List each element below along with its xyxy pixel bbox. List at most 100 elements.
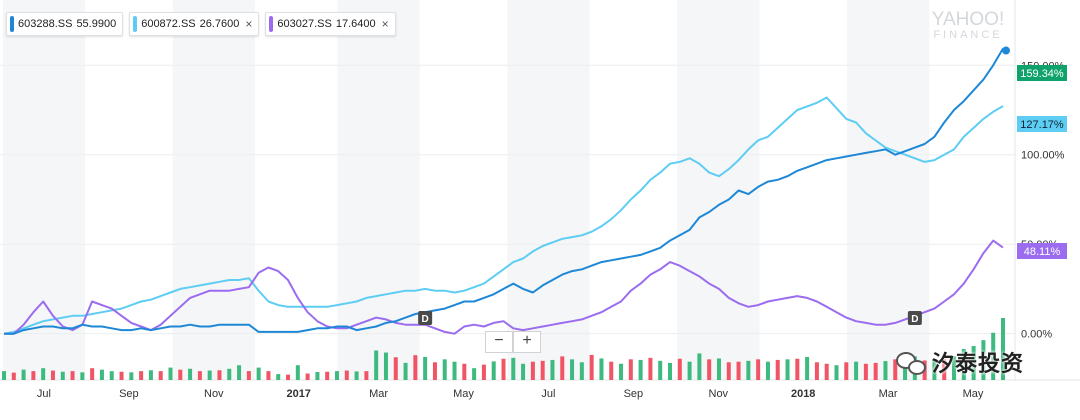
volume-bar [736, 361, 741, 380]
legend-chip-603027[interactable]: 603027.SS 17.6400 × [265, 12, 396, 36]
legend-symbol: 600872.SS [141, 18, 196, 30]
series-end-label: 48.11% [1024, 246, 1061, 258]
series-end-label: 127.17% [1020, 119, 1064, 131]
volume-bar [873, 362, 878, 380]
volume-bar [197, 371, 202, 380]
brand-overlay: 汐泰投资 [896, 346, 1024, 378]
volume-bar [354, 371, 359, 380]
series-line-600872-SS [3, 96, 1004, 335]
volume-bar [795, 358, 800, 380]
volume-bar [746, 360, 751, 380]
volume-bar [481, 364, 486, 380]
volume-bar [158, 371, 163, 380]
volume-bar [1001, 318, 1005, 380]
legend-symbol: 603288.SS [18, 18, 73, 30]
volume-bar [374, 350, 379, 380]
volume-bar [707, 359, 712, 380]
x-tick-label: Nov [204, 388, 224, 400]
volume-bar [501, 358, 506, 380]
dividend-marker [907, 311, 922, 325]
volume-bar [21, 369, 26, 380]
volume-bar [756, 359, 761, 380]
legend-symbol: 603027.SS [277, 18, 332, 30]
volume-bar [432, 362, 437, 380]
x-tick-label: Jul [541, 388, 555, 400]
volume-bar [775, 359, 780, 380]
volume-bar [540, 360, 545, 380]
legend-value: 26.7600 [199, 18, 240, 30]
volume-bar [256, 367, 261, 380]
month-band [2, 0, 86, 380]
volume-bar [325, 371, 330, 380]
legend-value: 17.6400 [335, 18, 376, 30]
volume-bar [971, 346, 976, 380]
x-tick-label: May [963, 388, 984, 400]
legend-chip-600872[interactable]: 600872.SS 26.7600 × [129, 12, 260, 36]
legend-chip-603288[interactable]: 603288.SS 55.9900 [6, 12, 124, 36]
volume-bar [119, 371, 124, 380]
volume-bar [609, 361, 614, 380]
volume-bar [462, 363, 467, 380]
series-end-label-box [1017, 243, 1067, 259]
volume-bar [178, 369, 183, 380]
volume-bar [227, 368, 232, 380]
volume-bar [560, 356, 565, 380]
month-band [172, 0, 255, 380]
legend: 603288.SS 55.9900 600872.SS 26.7600 × 60… [6, 12, 396, 36]
y-tick-label: 100.00% [1021, 150, 1065, 162]
volume-bar [785, 359, 790, 380]
volume-bar [854, 361, 859, 380]
x-tick-label: 2017 [286, 388, 310, 400]
x-tick-label: Nov [709, 388, 729, 400]
x-tick-label: Mar [879, 388, 898, 400]
brand-text: 汐泰投资 [932, 351, 1025, 376]
volume-bar [129, 372, 134, 380]
month-band [337, 0, 420, 380]
volume-bar [628, 359, 633, 380]
volume-bar [893, 359, 898, 380]
volume-bar [60, 371, 65, 380]
volume-bar [168, 367, 173, 380]
volume-bar [824, 363, 829, 380]
volume-bar [530, 361, 535, 380]
close-icon[interactable]: × [245, 17, 253, 31]
volume-bar [991, 332, 996, 380]
x-tick-label: Sep [119, 388, 139, 400]
volume-bar [423, 356, 428, 380]
volume-bar [276, 374, 281, 380]
close-icon[interactable]: × [381, 17, 389, 31]
volume-bar [570, 359, 575, 380]
volume-bar [550, 359, 555, 380]
volume-bar [697, 353, 702, 380]
volume-bar [335, 371, 339, 380]
x-tick-label: Mar [369, 388, 388, 400]
legend-swatch [269, 16, 274, 32]
volume-bar [70, 371, 75, 380]
zoom-controls: − + [485, 331, 541, 353]
volume-bar [491, 361, 496, 380]
series-lines [3, 46, 1010, 335]
volume-bar [844, 362, 849, 380]
background-bands [2, 0, 930, 380]
zoom-out-button[interactable]: − [485, 331, 513, 353]
volume-bar [834, 365, 839, 380]
volume-bar [599, 358, 604, 380]
volume-bar [217, 370, 222, 380]
volume-bar [50, 370, 55, 380]
volume-bar [765, 361, 770, 380]
volume-bar [90, 368, 95, 380]
zoom-in-button[interactable]: + [513, 331, 541, 353]
volume-bar [883, 361, 888, 380]
series-end-labels: 159.34% 127.17% 48.11% [1017, 65, 1067, 259]
volume-bar [863, 363, 868, 380]
volume-bar [109, 371, 114, 380]
volume-bar [942, 358, 947, 380]
volume-bar [315, 372, 320, 380]
x-tick-label: Jul [37, 388, 51, 400]
volume-bar [31, 371, 36, 380]
volume-bar [383, 352, 388, 380]
month-band [507, 0, 590, 380]
month-band [677, 0, 760, 380]
